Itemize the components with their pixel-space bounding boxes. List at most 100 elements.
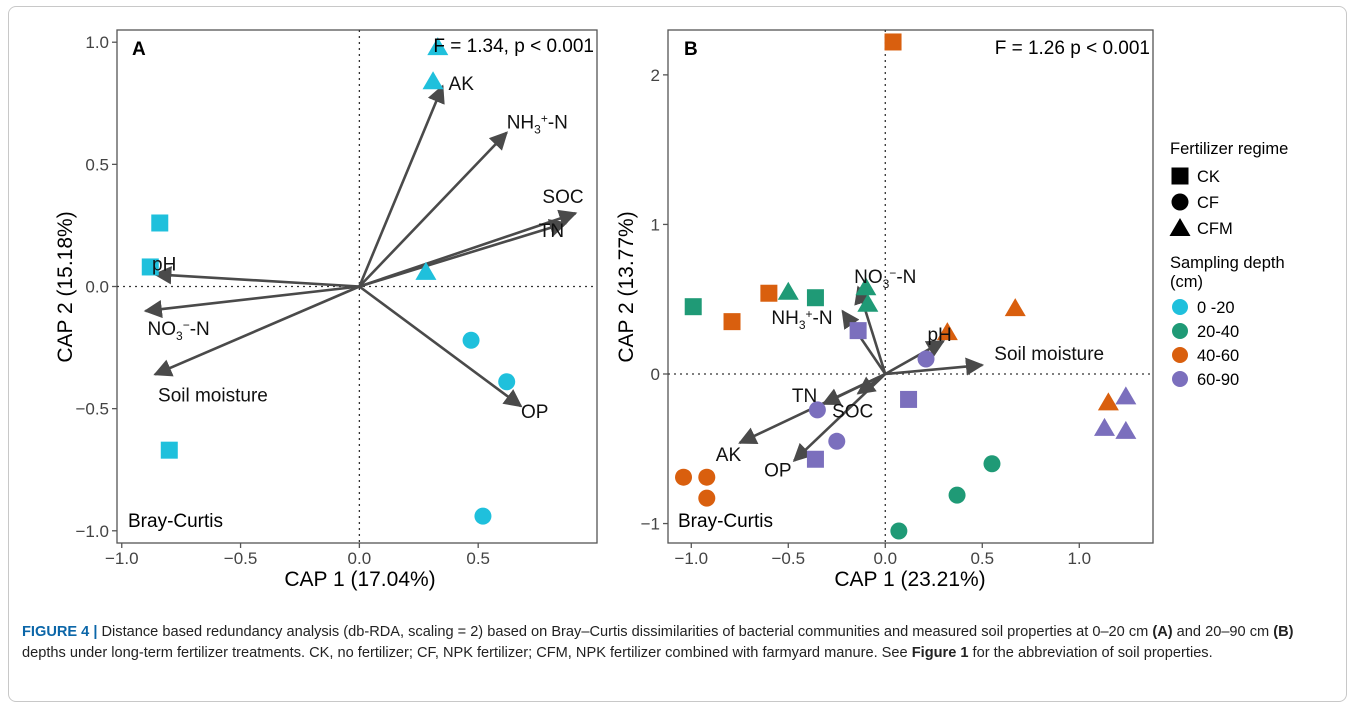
panel-a-y-tick-label: −1.0 [75, 522, 109, 541]
panel-a-xlabel: CAP 1 (17.04%) [284, 568, 435, 591]
legend-shape-label: CK [1197, 168, 1220, 186]
panel-a-vector-arrow [155, 274, 359, 286]
panel-a-point [498, 373, 515, 390]
panel-a-x-tick-label: 0.5 [466, 549, 490, 568]
panel-b-x-tick-label: −1.0 [674, 549, 708, 568]
panel-b-point [698, 490, 715, 507]
panel-b-x-tick-label: 0.5 [970, 549, 994, 568]
panel-b-vector-label: NO3−-N [854, 266, 916, 291]
panel-a-vector-label: NO3−-N [148, 318, 210, 343]
panel-b-vector-arrow [843, 311, 886, 374]
legend-shape-cf [1172, 194, 1189, 211]
caption-text-1: Distance based redundancy analysis (db-R… [97, 624, 1152, 640]
panel-b-point [1098, 392, 1119, 410]
panel-b-vector-label: Soil moisture [994, 344, 1104, 365]
panel-b-point [850, 322, 867, 339]
panel-a-x-tick-label: −1.0 [105, 549, 139, 568]
panel-a-ylabel: CAP 2 (15.18%) [54, 211, 77, 362]
caption-label-a: (A) [1152, 624, 1172, 640]
panel-a-point [161, 442, 178, 459]
panel-b-vector-label: AK [716, 445, 742, 466]
panel-a-point [463, 332, 480, 349]
panel-b-distance: Bray-Curtis [678, 511, 773, 532]
panel-a-x-tick-label: −0.5 [224, 549, 258, 568]
legend-depth-label: 0 -20 [1197, 299, 1235, 317]
panel-b-point [685, 298, 702, 315]
panel-b-letter: B [684, 39, 698, 60]
caption-text-4: for the abbreviation of soil properties. [968, 645, 1212, 661]
legend-depth-swatch [1172, 347, 1188, 363]
panel-a-point [423, 71, 444, 89]
caption-text-2: and 20–90 cm [1173, 624, 1274, 640]
panel-b-y-tick-label: 0 [651, 365, 660, 384]
legend-depth-swatch [1172, 371, 1188, 387]
panel-b-xlabel: CAP 1 (23.21%) [834, 568, 985, 591]
panel-b-point [918, 351, 935, 368]
panel-a-y-tick-label: 1.0 [85, 33, 109, 52]
caption-figure-label: FIGURE 4 | [22, 624, 97, 640]
panel-b-point [807, 289, 824, 306]
legend-depth-swatch [1172, 299, 1188, 315]
panel-b-point [949, 487, 966, 504]
panel-b-vector-label: TN [792, 386, 817, 407]
panel-a: −1.0 −0.5 0.0 0.5 −1.0 −0.5 0.0 0.5 1.0 AK NH3+-N… [54, 30, 597, 591]
panel-a-vector-label: SOC [542, 187, 583, 208]
legend-regime-title: Fertilizer regime [1170, 140, 1288, 158]
panel-b-point [724, 313, 741, 330]
panel-b-point [828, 433, 845, 450]
panel-b-x-tick-label: −0.5 [771, 549, 805, 568]
panel-b-vector-label: pH [927, 325, 951, 346]
legend: Fertilizer regime CK CF CFM Sampling depth… [1170, 140, 1289, 389]
panel-a-x-tick-label: 0.0 [348, 549, 372, 568]
panel-a-vector-label: NH3+-N [507, 112, 568, 137]
panel-a-vector-label: OP [521, 402, 548, 423]
legend-depth-label: 20-40 [1197, 323, 1239, 341]
legend-depth-swatch [1172, 323, 1188, 339]
panel-a-vector-label: pH [152, 254, 176, 275]
panel-b-point [1094, 418, 1115, 436]
panel-b-x-tick-label: 0.0 [873, 549, 897, 568]
panel-b-point [983, 455, 1000, 472]
panel-a-y-tick-label: 0.0 [85, 278, 109, 297]
panel-a-stat: F = 1.34, p < 0.001 [433, 36, 594, 57]
panel-b-point [1115, 421, 1136, 439]
panel-b-point [698, 469, 715, 486]
panel-b-point [900, 391, 917, 408]
legend-shape-label: CFM [1197, 220, 1233, 238]
panel-a-distance: Bray-Curtis [128, 511, 223, 532]
panel-b-point [760, 285, 777, 302]
panel-a-letter: A [132, 39, 146, 60]
panel-b-y-tick-label: −1 [641, 515, 660, 534]
legend-shape-label: CF [1197, 194, 1219, 212]
figure-caption: FIGURE 4 | Distance based redundancy ana… [22, 622, 1332, 664]
panel-a-point [151, 214, 168, 231]
legend-depth-unit: (cm) [1170, 273, 1203, 291]
panel-b-y-tick-label: 1 [651, 215, 660, 234]
panel-a-y-tick-label: −0.5 [75, 400, 109, 419]
legend-depth-label: 60-90 [1197, 371, 1239, 389]
legend-depth-label: 40-60 [1197, 347, 1239, 365]
caption-label-b: (B) [1273, 624, 1293, 640]
caption-figure-ref: Figure 1 [912, 645, 969, 661]
figure-plots: −1.0 −0.5 0.0 0.5 −1.0 −0.5 0.0 0.5 1.0 AK NH3+-N… [0, 0, 1357, 615]
panel-b-x-tick-label: 1.0 [1067, 549, 1091, 568]
panel-b-point [807, 451, 824, 468]
panel-a-point [474, 508, 491, 525]
panel-a-vector-label: Soil moisture [158, 385, 268, 406]
panel-a-y-tick-label: 0.5 [85, 155, 109, 174]
panel-a-vector-label: AK [449, 74, 475, 95]
panel-b-point [675, 469, 692, 486]
panel-b-vector-label: NH3+-N [771, 307, 832, 332]
panel-b: −1.0 −0.5 0.0 0.5 1.0 −1 0 1 2 NO3−-N NH3+-N pH Soi… [615, 30, 1153, 591]
panel-b-point [1115, 386, 1136, 404]
panel-a-vector-arrow [146, 287, 360, 311]
legend-shape-cfm [1170, 218, 1191, 236]
panel-a-vector-arrow [359, 86, 442, 286]
panel-b-point [1005, 298, 1026, 316]
panel-b-point [890, 523, 907, 540]
caption-text-3: depths under long-term fertilizer treatm… [22, 645, 912, 661]
panel-b-vector-label: OP [764, 461, 791, 482]
panel-b-y-tick-label: 2 [651, 66, 660, 85]
legend-shape-ck [1172, 168, 1189, 185]
panel-b-point [778, 282, 799, 300]
